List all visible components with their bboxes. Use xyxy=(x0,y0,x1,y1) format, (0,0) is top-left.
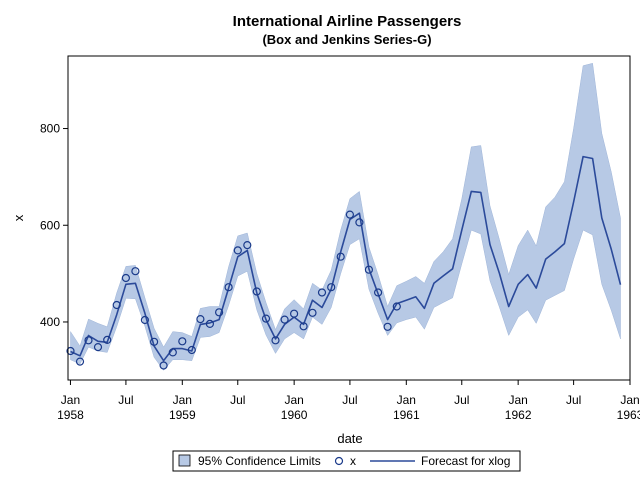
actual-point xyxy=(112,300,121,310)
actual-point xyxy=(392,302,401,311)
y-axis-label: x xyxy=(11,214,26,221)
actual-point xyxy=(84,336,93,345)
y-axis: 400 600 800 xyxy=(40,122,68,329)
actual-markers-layer xyxy=(66,210,401,370)
x-tick-label: Jan xyxy=(508,393,527,407)
actual-point xyxy=(75,357,85,366)
x-tick-year-label: 1961 xyxy=(393,408,420,422)
x-tick-label: Jan xyxy=(284,393,303,407)
actual-point xyxy=(261,314,271,323)
actual-point xyxy=(383,322,392,331)
actual-point xyxy=(355,218,364,227)
y-tick-label: 600 xyxy=(40,218,60,232)
actual-point xyxy=(345,210,354,219)
x-tick-year-label: 1963 xyxy=(617,408,640,422)
confidence-band xyxy=(70,62,621,371)
actual-point xyxy=(336,252,345,261)
actual-point xyxy=(103,335,112,344)
x-tick-label: Jan xyxy=(173,393,192,407)
actual-point xyxy=(271,336,280,345)
actual-point xyxy=(159,361,168,370)
chart-subtitle: (Box and Jenkins Series-G) xyxy=(262,32,431,47)
actual-point xyxy=(317,288,327,297)
legend-marker-swatch xyxy=(334,456,344,466)
x-tick-label: Jul xyxy=(342,393,357,407)
actual-point xyxy=(121,273,131,283)
legend-entry-band: 95% Confidence Limits xyxy=(198,454,321,468)
actual-point xyxy=(187,345,196,355)
actual-point xyxy=(168,348,177,357)
actual-point xyxy=(364,265,373,274)
y-tick-label: 800 xyxy=(40,122,60,136)
y-tick-label: 400 xyxy=(40,315,60,329)
x-tick-year-label: 1962 xyxy=(505,408,532,422)
x-tick-year-label: 1959 xyxy=(169,408,196,422)
x-tick-label: Jan xyxy=(61,393,80,407)
actual-point xyxy=(131,267,140,276)
x-tick-label: Jan xyxy=(620,393,639,407)
actual-point xyxy=(215,308,224,317)
actual-point xyxy=(178,337,187,346)
x-tick-year-label: 1958 xyxy=(57,408,84,422)
actual-point xyxy=(233,246,242,255)
actual-point xyxy=(243,241,252,250)
x-tick-label: Jul xyxy=(118,393,133,407)
actual-point xyxy=(374,288,383,297)
x-tick-label: Jan xyxy=(397,393,416,407)
legend-entry-actual: x xyxy=(350,454,356,468)
forecast-line xyxy=(70,155,622,362)
forecast-line-layer xyxy=(70,155,622,362)
x-axis-label: date xyxy=(337,431,362,446)
actual-point xyxy=(66,346,75,356)
actual-point xyxy=(280,315,289,324)
x-tick-year-label: 1960 xyxy=(281,408,308,422)
actual-point xyxy=(150,337,159,346)
actual-point xyxy=(140,315,149,325)
legend: 95% Confidence Limits x Forecast for xlo… xyxy=(172,450,521,472)
x-tick-label: Jul xyxy=(230,393,245,407)
actual-point xyxy=(327,283,336,292)
x-tick-label: Jul xyxy=(566,393,581,407)
plot-frame xyxy=(67,55,631,381)
actual-point xyxy=(205,319,214,328)
confidence-band-layer xyxy=(70,62,621,371)
actual-point xyxy=(308,308,317,317)
actual-point xyxy=(299,322,308,331)
legend-frame xyxy=(172,450,521,472)
actual-point xyxy=(224,283,233,292)
actual-point xyxy=(290,309,299,318)
x-tick-label: Jul xyxy=(454,393,469,407)
actual-point xyxy=(93,343,103,352)
legend-entry-forecast: Forecast for xlog xyxy=(421,454,510,468)
legend-band-swatch xyxy=(178,454,191,467)
actual-point xyxy=(252,287,261,296)
actual-point xyxy=(196,315,205,324)
chart-title: International Airline Passengers xyxy=(233,13,462,30)
